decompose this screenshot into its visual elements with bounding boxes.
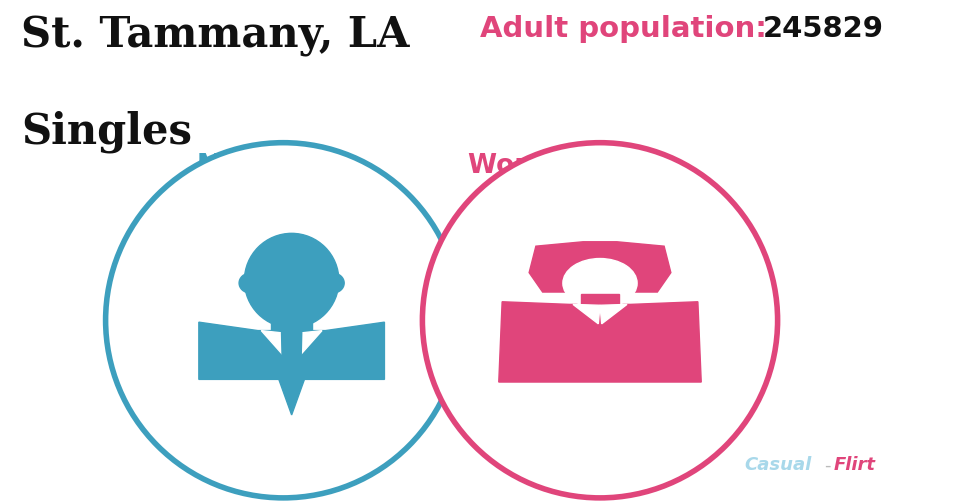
Text: Flirt: Flirt xyxy=(833,455,876,473)
Text: Adult population:: Adult population: xyxy=(480,15,777,43)
Text: Women:: Women: xyxy=(468,153,599,179)
Text: Casual: Casual xyxy=(744,455,811,473)
Polygon shape xyxy=(529,242,671,293)
Polygon shape xyxy=(292,331,322,361)
Text: 53%: 53% xyxy=(592,153,656,179)
Ellipse shape xyxy=(563,259,637,308)
Polygon shape xyxy=(573,305,600,324)
Text: 47%: 47% xyxy=(264,153,327,179)
Polygon shape xyxy=(261,331,292,361)
Ellipse shape xyxy=(422,143,778,498)
Text: St. Tammany, LA: St. Tammany, LA xyxy=(21,15,410,57)
Polygon shape xyxy=(582,294,618,307)
Text: 245829: 245829 xyxy=(763,15,884,43)
Text: Singles: Singles xyxy=(21,110,192,153)
Text: -: - xyxy=(824,455,830,473)
Polygon shape xyxy=(276,333,307,415)
Ellipse shape xyxy=(106,143,461,498)
Ellipse shape xyxy=(245,234,339,328)
Polygon shape xyxy=(499,302,701,382)
Polygon shape xyxy=(272,306,312,331)
Ellipse shape xyxy=(323,274,345,293)
Ellipse shape xyxy=(239,274,261,293)
Polygon shape xyxy=(600,305,627,324)
Text: Men:: Men: xyxy=(197,153,279,179)
Polygon shape xyxy=(199,323,384,380)
